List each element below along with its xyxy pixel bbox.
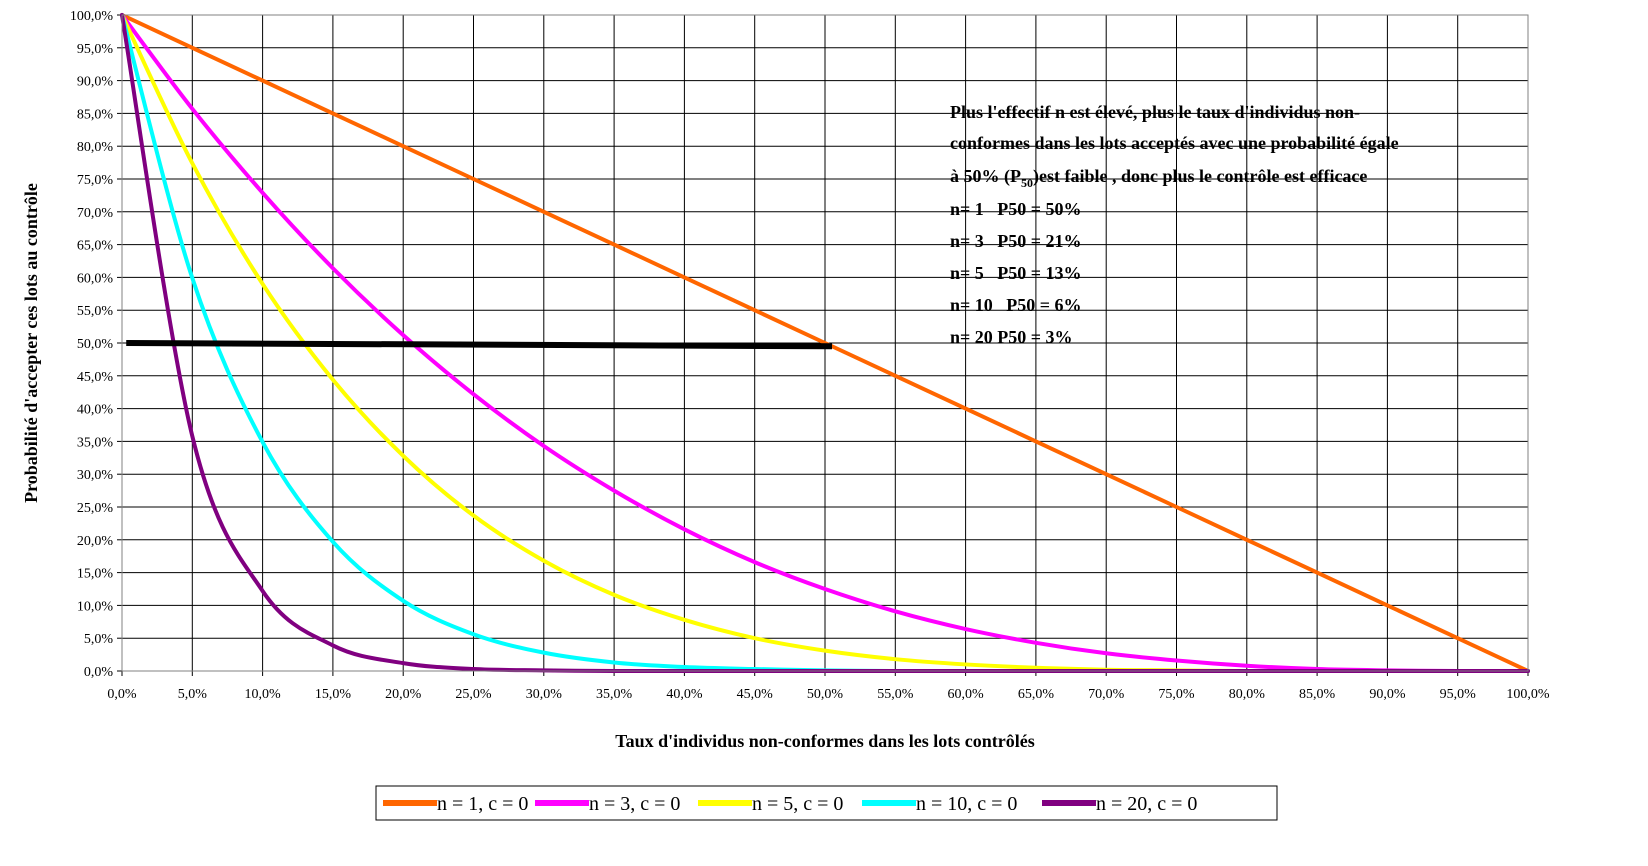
- x-tick-label: 30,0%: [526, 687, 563, 702]
- y-tick-label: 65,0%: [77, 239, 114, 254]
- annotation-row-5: n= 20 P50 = 3%: [950, 327, 1073, 347]
- y-axis-label: Probabilité d'accepter ces lots au contr…: [21, 183, 41, 503]
- annotation-row-4: n= 10 P50 = 6%: [950, 295, 1082, 315]
- legend-box: [375, 785, 1278, 821]
- y-tick-label: 10,0%: [77, 599, 114, 614]
- y-tick-label: 30,0%: [77, 468, 114, 483]
- y-tick-label: 60,0%: [77, 271, 114, 286]
- x-tick-label: 15,0%: [315, 687, 352, 702]
- legend-label-3: n = 5, c = 0: [752, 793, 843, 815]
- annotation-line-3-start: à 50% (P: [950, 166, 1021, 187]
- x-tick-label: 65,0%: [1018, 687, 1055, 702]
- y-tick-label: 75,0%: [77, 173, 114, 188]
- x-tick-label: 35,0%: [596, 687, 633, 702]
- x-tick-labels: 0,0% 5,0% 10,0% 15,0% 20,0% 25,0% 30,0% 35,0% 40…: [107, 687, 1550, 702]
- y-tick-label: 95,0%: [77, 42, 114, 57]
- y-tick-label: 40,0%: [77, 403, 114, 418]
- y-tick-label: 35,0%: [77, 435, 114, 450]
- x-tick-label: 55,0%: [877, 687, 914, 702]
- reference-line-group: [126, 340, 833, 350]
- y-tick-labels: 0,0% 5,0% 10,0% 15,0% 20,0% 25,0% 30,0% 35,0% 40…: [70, 9, 114, 680]
- x-tick-label: 100,0%: [1506, 687, 1550, 702]
- x-tick-label: 85,0%: [1299, 687, 1336, 702]
- y-tick-label: 85,0%: [77, 107, 114, 122]
- annotation-line-2: conformes dans les lots acceptés avec un…: [950, 133, 1399, 153]
- y-tick-label: 45,0%: [77, 370, 114, 385]
- legend-label-2: n = 3, c = 0: [589, 793, 680, 815]
- y-tick-label: 50,0%: [77, 337, 114, 352]
- x-tick-label: 25,0%: [455, 687, 492, 702]
- legend: n = 1, c = 0 n = 3, c = 0 n = 5, c = 0 n = …: [375, 785, 1278, 821]
- annotation: Plus l'effectif n est élevé, plus le tau…: [950, 102, 1399, 347]
- legend-label-5: n = 20, c = 0: [1096, 793, 1197, 815]
- annotation-row-3: n= 5 P50 = 13%: [950, 263, 1082, 283]
- y-tick-label: 25,0%: [77, 501, 114, 516]
- x-tick-label: 20,0%: [385, 687, 422, 702]
- y-tick-label: 70,0%: [77, 206, 114, 221]
- y-tick-label: 55,0%: [77, 304, 114, 319]
- x-tick-label: 5,0%: [178, 687, 208, 702]
- annotation-line-3-end: )est faible , donc plus le contrôle est …: [1033, 166, 1367, 187]
- y-tick-label: 80,0%: [77, 140, 114, 155]
- x-tick-label: 10,0%: [245, 687, 282, 702]
- x-tick-label: 60,0%: [948, 687, 985, 702]
- legend-label-1: n = 1, c = 0: [437, 793, 528, 815]
- annotation-line-3: à 50% (P50)est faible , donc plus le con…: [950, 166, 1367, 190]
- x-tick-label: 75,0%: [1158, 687, 1195, 702]
- x-tick-label: 50,0%: [807, 687, 844, 702]
- x-axis-label: Taux d'individus non-conformes dans les …: [615, 731, 1034, 751]
- x-tick-label: 0,0%: [107, 687, 137, 702]
- annotation-line-1: Plus l'effectif n est élevé, plus le tau…: [950, 102, 1360, 122]
- annotation-row-2: n= 3 P50 = 21%: [950, 231, 1082, 251]
- y-tick-label: 20,0%: [77, 534, 114, 549]
- y-tick-label: 5,0%: [84, 632, 114, 647]
- reference-line: [126, 340, 833, 350]
- y-tick-label: 0,0%: [84, 665, 114, 680]
- x-tick-label: 90,0%: [1369, 687, 1406, 702]
- x-tick-label: 70,0%: [1088, 687, 1125, 702]
- annotation-line-3-sub: 50: [1021, 176, 1033, 190]
- y-tick-label: 90,0%: [77, 75, 114, 90]
- legend-label-4: n = 10, c = 0: [916, 793, 1017, 815]
- x-tick-label: 95,0%: [1440, 687, 1477, 702]
- annotation-row-1: n= 1 P50 = 50%: [950, 199, 1082, 219]
- y-tick-label: 15,0%: [77, 567, 114, 582]
- x-tick-label: 45,0%: [737, 687, 774, 702]
- series-line-1: [120, 13, 1530, 673]
- plot-area-border: [121, 14, 1529, 672]
- series-line-2: [120, 13, 1530, 673]
- y-tick-label: 100,0%: [70, 9, 114, 24]
- x-tick-label: 40,0%: [666, 687, 703, 702]
- x-tick-label: 80,0%: [1229, 687, 1266, 702]
- legend-items: n = 1, c = 0 n = 3, c = 0 n = 5, c = 0 n = …: [383, 793, 1197, 815]
